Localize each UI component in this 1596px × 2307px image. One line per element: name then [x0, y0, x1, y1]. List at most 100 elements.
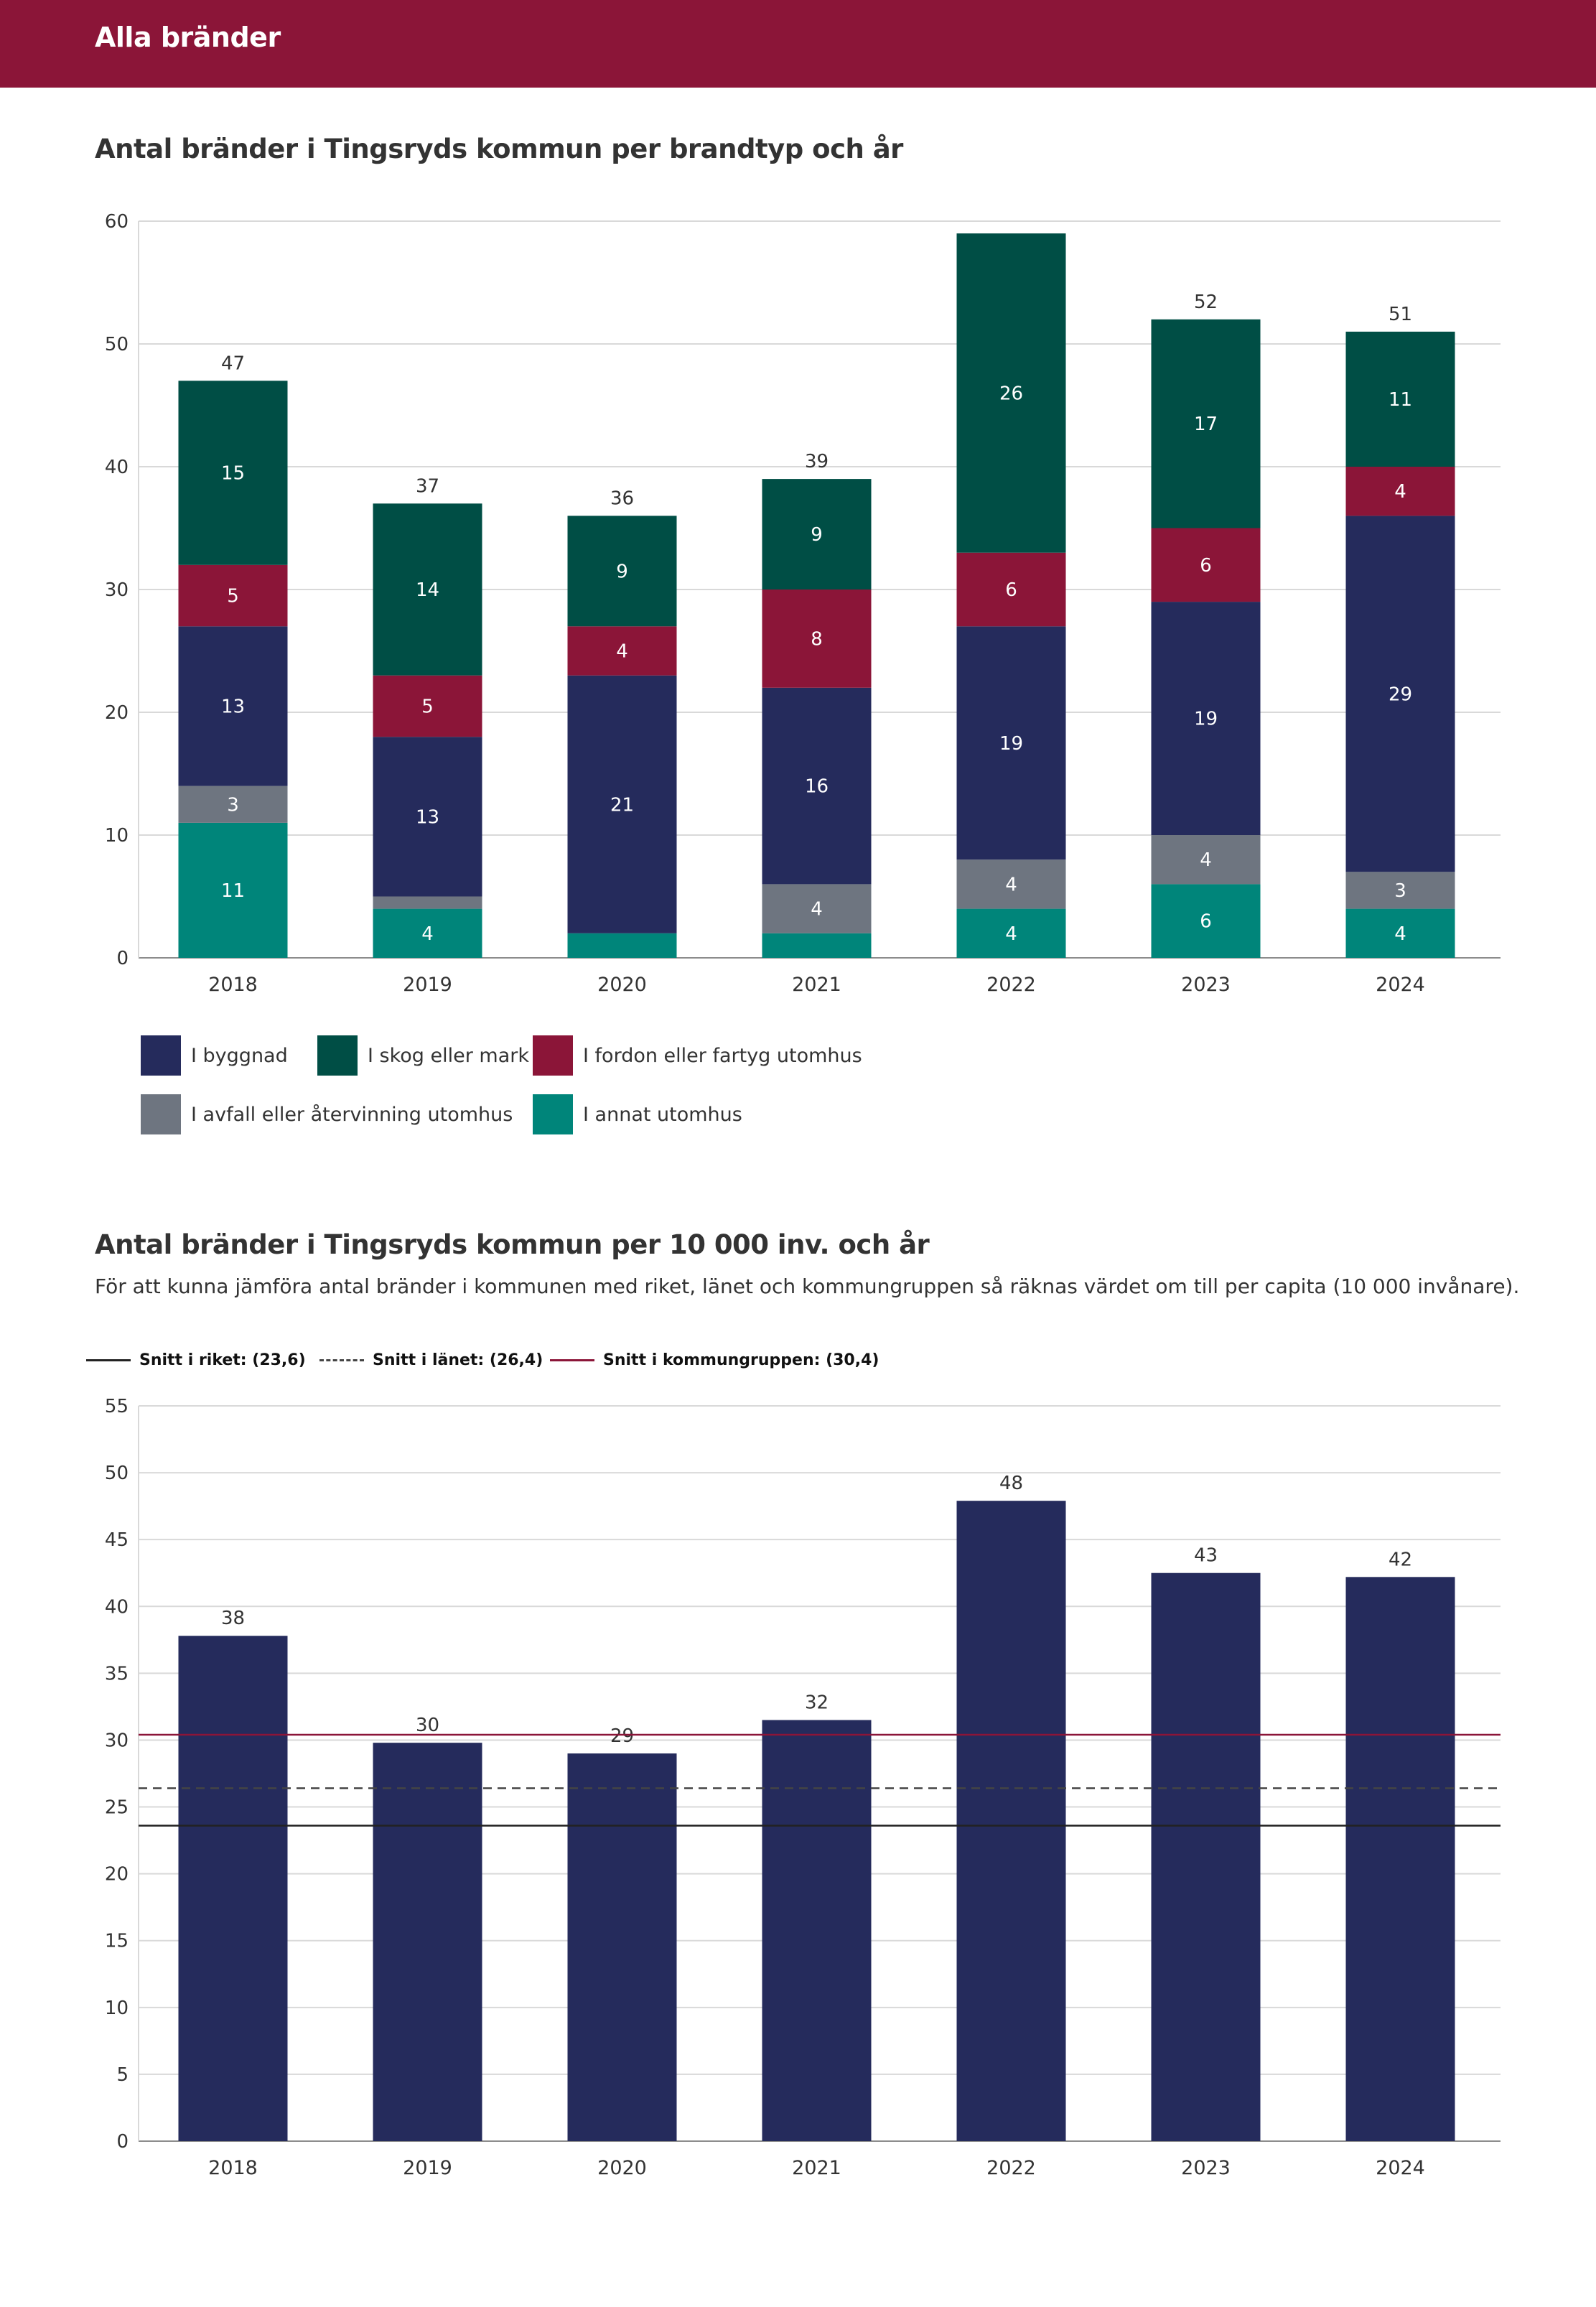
legend-label: I byggnad — [191, 1044, 288, 1067]
y-tick-label: 20 — [105, 1864, 129, 1886]
total-label: 37 — [416, 475, 439, 497]
bar-segment-byggnad — [762, 687, 872, 885]
segment-label: 15 — [221, 463, 245, 485]
value-label: 48 — [999, 1473, 1023, 1494]
x-tick-label: 2018 — [208, 974, 258, 996]
x-tick-label: 2020 — [597, 974, 647, 996]
x-tick-label: 2018 — [208, 2157, 258, 2179]
bar-segment-fordon — [567, 626, 677, 676]
bar-segment-avfall — [956, 859, 1066, 909]
segment-label: 26 — [999, 383, 1023, 404]
bar-segment-annat — [567, 933, 677, 958]
bar-segment-annat — [373, 908, 482, 958]
segment-label: 14 — [416, 579, 439, 601]
legend-item-skog: I skog eller mark — [317, 1035, 529, 1076]
value-label: 38 — [221, 1608, 245, 1629]
legend-line-sample — [550, 1359, 594, 1361]
y-tick-label: 55 — [105, 1396, 129, 1417]
legend-label: I skog eller mark — [368, 1044, 530, 1067]
y-tick-label: 50 — [105, 1463, 129, 1484]
y-tick-label: 35 — [105, 1663, 129, 1684]
segment-label: 29 — [1389, 684, 1412, 705]
page-banner: Alla bränder — [0, 0, 1596, 88]
bar-segment-skog — [373, 503, 482, 676]
legend-label: I annat utomhus — [583, 1103, 742, 1126]
bar-segment-skog — [1345, 331, 1455, 467]
legend-item-kommungruppen: Snitt i kommungruppen: (30,4) — [550, 1351, 879, 1369]
bar — [373, 1743, 482, 2141]
segment-label: 19 — [999, 733, 1023, 755]
bar — [1345, 1577, 1455, 2141]
x-tick-label: 2022 — [986, 974, 1036, 996]
bar — [178, 1636, 288, 2141]
total-label: 39 — [805, 451, 829, 472]
segment-label: 11 — [221, 880, 245, 902]
legend-line-sample — [86, 1359, 131, 1361]
y-tick-label: 60 — [105, 211, 129, 233]
bar-segment-byggnad — [178, 626, 288, 786]
legend-swatch — [533, 1094, 573, 1134]
bar-segment-avfall — [178, 786, 288, 823]
segment-label: 19 — [1194, 709, 1218, 730]
x-tick-label: 2023 — [1181, 2157, 1231, 2179]
segment-label: 8 — [811, 628, 823, 650]
bar-segment-fordon — [762, 589, 872, 688]
y-tick-label: 20 — [105, 702, 129, 724]
legend-item-byggnad: I byggnad — [141, 1035, 288, 1076]
x-tick-label: 2020 — [597, 2157, 647, 2179]
total-label: 47 — [221, 353, 245, 374]
segment-label: 4 — [1394, 481, 1406, 503]
y-tick-label: 0 — [116, 2131, 129, 2153]
bar-segment-avfall — [373, 896, 482, 909]
y-tick-label: 5 — [116, 2064, 129, 2086]
total-label: 36 — [610, 488, 634, 509]
value-label: 43 — [1194, 1545, 1218, 1567]
segment-label: 3 — [227, 794, 239, 816]
segment-label: 4 — [811, 899, 823, 921]
segment-label: 9 — [616, 561, 628, 582]
y-tick-label: 45 — [105, 1529, 129, 1551]
legend-item-fordon: I fordon eller fartyg utomhus — [533, 1035, 862, 1076]
segment-label: 6 — [1200, 555, 1212, 577]
bar-segment-avfall — [762, 884, 872, 933]
bar — [956, 1501, 1066, 2141]
segment-label: 6 — [1200, 911, 1212, 933]
bar-segment-skog — [956, 233, 1066, 553]
legend-item-annat: I annat utomhus — [533, 1094, 742, 1134]
bar-segment-fordon — [373, 675, 482, 737]
x-tick-label: 2024 — [1376, 2157, 1425, 2179]
legend-swatch — [141, 1035, 181, 1076]
x-tick-label: 2023 — [1181, 974, 1231, 996]
y-tick-label: 30 — [105, 579, 129, 601]
bar-segment-annat — [1151, 884, 1261, 958]
legend-item-avfall: I avfall eller återvinning utomhus — [141, 1094, 513, 1134]
y-tick-label: 25 — [105, 1797, 129, 1819]
bar-segment-avfall — [1151, 835, 1261, 885]
bar-chart-per-capita: 0 5 10 15 20 25 30 35 40 45 50 55 38 2018 30 2019 29 2020… — [105, 1396, 1501, 2179]
bar-segment-byggnad — [373, 737, 482, 897]
bar-segment-annat — [762, 933, 872, 958]
bar-segment-skog — [1151, 319, 1261, 528]
legend-swatch — [317, 1035, 358, 1076]
bar-segment-annat — [178, 822, 288, 958]
segment-label: 4 — [616, 641, 628, 663]
total-label: 52 — [1194, 292, 1218, 313]
x-tick-label: 2024 — [1376, 974, 1425, 996]
bar — [1151, 1572, 1261, 2141]
y-tick-label: 15 — [105, 1931, 129, 1952]
segment-label: 4 — [1394, 923, 1406, 945]
x-tick-label: 2021 — [792, 974, 841, 996]
legend-line-sample — [319, 1359, 364, 1361]
segment-label: 5 — [227, 586, 239, 607]
bar-segment-byggnad — [567, 675, 677, 933]
value-label: 29 — [610, 1725, 634, 1747]
bar-segment-fordon — [1345, 467, 1455, 516]
bar-segment-byggnad — [1345, 516, 1455, 872]
segment-label: 4 — [1005, 874, 1017, 895]
segment-label: 11 — [1389, 389, 1412, 411]
banner-title: Alla bränder — [95, 22, 281, 53]
bar-segment-byggnad — [1151, 602, 1261, 835]
bar-segment-annat — [1345, 908, 1455, 958]
bar — [567, 1753, 677, 2141]
chart2-heading: Antal bränder i Tingsryds kommun per 10 … — [95, 1229, 930, 1260]
